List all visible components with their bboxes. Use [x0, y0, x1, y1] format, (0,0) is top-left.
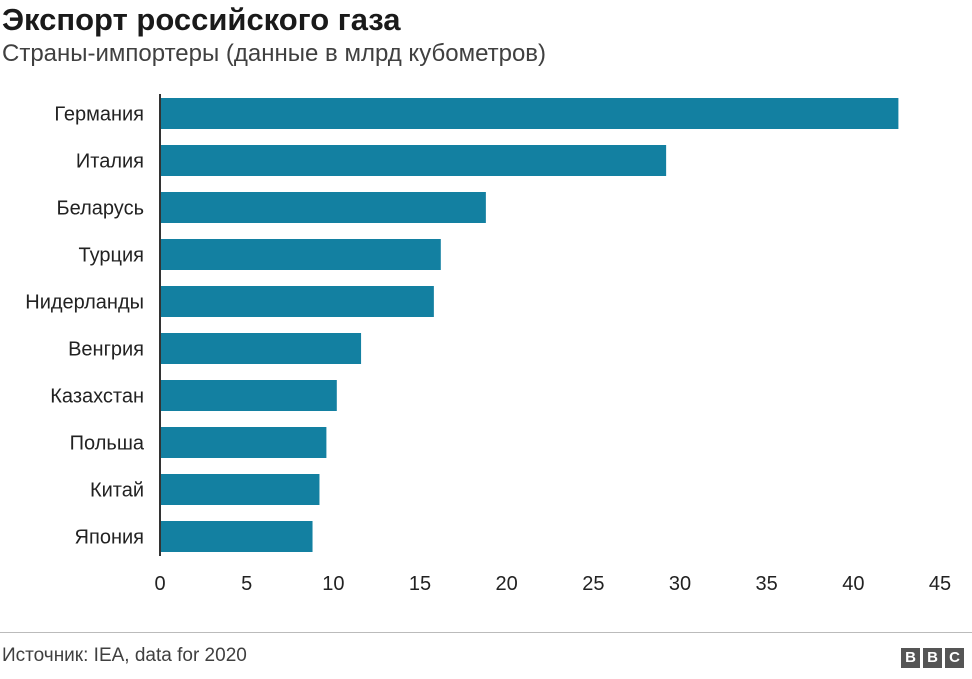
- bar: [160, 427, 327, 458]
- bar: [160, 474, 320, 505]
- category-label: Венгрия: [68, 339, 144, 361]
- bar: [160, 286, 434, 317]
- x-tick-label: 20: [496, 573, 518, 595]
- footer-divider: [0, 632, 972, 633]
- bbc-logo-letter: B: [923, 648, 942, 668]
- category-label: Казахстан: [50, 386, 144, 408]
- bbc-logo: B B C: [901, 648, 964, 668]
- bar: [160, 239, 441, 270]
- x-tick-label: 15: [409, 573, 431, 595]
- category-label: Италия: [76, 151, 144, 173]
- x-tick-label: 5: [241, 573, 252, 595]
- bar: [160, 98, 899, 129]
- category-label: Нидерланды: [25, 292, 144, 314]
- bbc-logo-letter: B: [901, 648, 920, 668]
- bar: [160, 380, 337, 411]
- category-label: Беларусь: [57, 198, 144, 220]
- x-tick-label: 40: [842, 573, 864, 595]
- bar: [160, 521, 313, 552]
- bar: [160, 145, 667, 176]
- bar-chart: Германия Италия Беларусь Турция Нидерланды Ве…: [25, 94, 951, 595]
- x-tick-label: 25: [582, 573, 604, 595]
- x-tick-label: 0: [154, 573, 165, 595]
- category-label: Германия: [54, 104, 144, 126]
- chart-title: Экспорт российского газа: [2, 2, 401, 37]
- category-label: Польша: [70, 433, 145, 455]
- chart-subtitle: Страны-импортеры (данные в млрд кубометр…: [2, 40, 547, 67]
- x-tick-label: 30: [669, 573, 691, 595]
- category-label: Китай: [90, 480, 144, 502]
- category-label: Турция: [79, 245, 144, 267]
- x-tick-label: 10: [322, 573, 344, 595]
- x-tick-label: 35: [756, 573, 778, 595]
- bar: [160, 333, 362, 364]
- bar: [160, 192, 486, 223]
- bbc-logo-letter: C: [945, 648, 964, 668]
- x-tick-label: 45: [929, 573, 951, 595]
- category-label: Япония: [75, 527, 144, 549]
- source-note: Источник: IEA, data for 2020: [2, 645, 247, 666]
